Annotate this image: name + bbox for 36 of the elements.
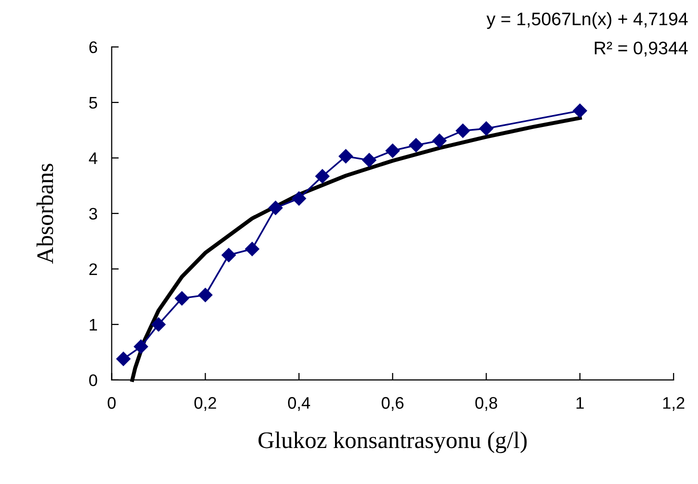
point [338, 149, 353, 164]
point [268, 200, 283, 215]
point [479, 121, 494, 136]
x-tick-label: 0,2 [194, 397, 216, 411]
x-tick-label: 1,2 [663, 397, 684, 411]
point [222, 248, 236, 262]
y-tick-label: 5 [89, 97, 98, 109]
x-tick-label: 0,8 [475, 397, 498, 411]
y-tick-label: 4 [88, 152, 98, 164]
point [432, 134, 447, 148]
point [198, 288, 212, 302]
point [134, 340, 148, 354]
point [174, 291, 189, 306]
point [315, 169, 330, 184]
x-axis-title: Glukoz konsantrasyonu (g/l) [258, 432, 527, 454]
point [245, 242, 260, 256]
x-tick-label: 0 [108, 397, 116, 409]
point [292, 191, 306, 206]
point [572, 104, 587, 118]
point [408, 138, 424, 152]
x-tick-label: 1 [576, 397, 584, 409]
point [151, 317, 166, 332]
y-axis-title: Absorbans [36, 164, 54, 264]
x-tick-label: 0,4 [288, 397, 310, 411]
annotation: R² = 0,9344 [594, 42, 688, 57]
y-tick-label: 3 [89, 208, 98, 220]
point [116, 352, 130, 366]
point [456, 124, 470, 138]
point [362, 153, 376, 168]
x-tick-label: 0,6 [382, 397, 404, 411]
y-tick-label: 2 [89, 263, 97, 275]
point [386, 144, 400, 158]
y-tick-label: 6 [89, 41, 98, 54]
y-tick-label: 0 [89, 374, 98, 386]
text: y = 1,5067Ln(x) + 4,7194 [486, 12, 688, 29]
y-tick-label: 1 [90, 319, 97, 330]
